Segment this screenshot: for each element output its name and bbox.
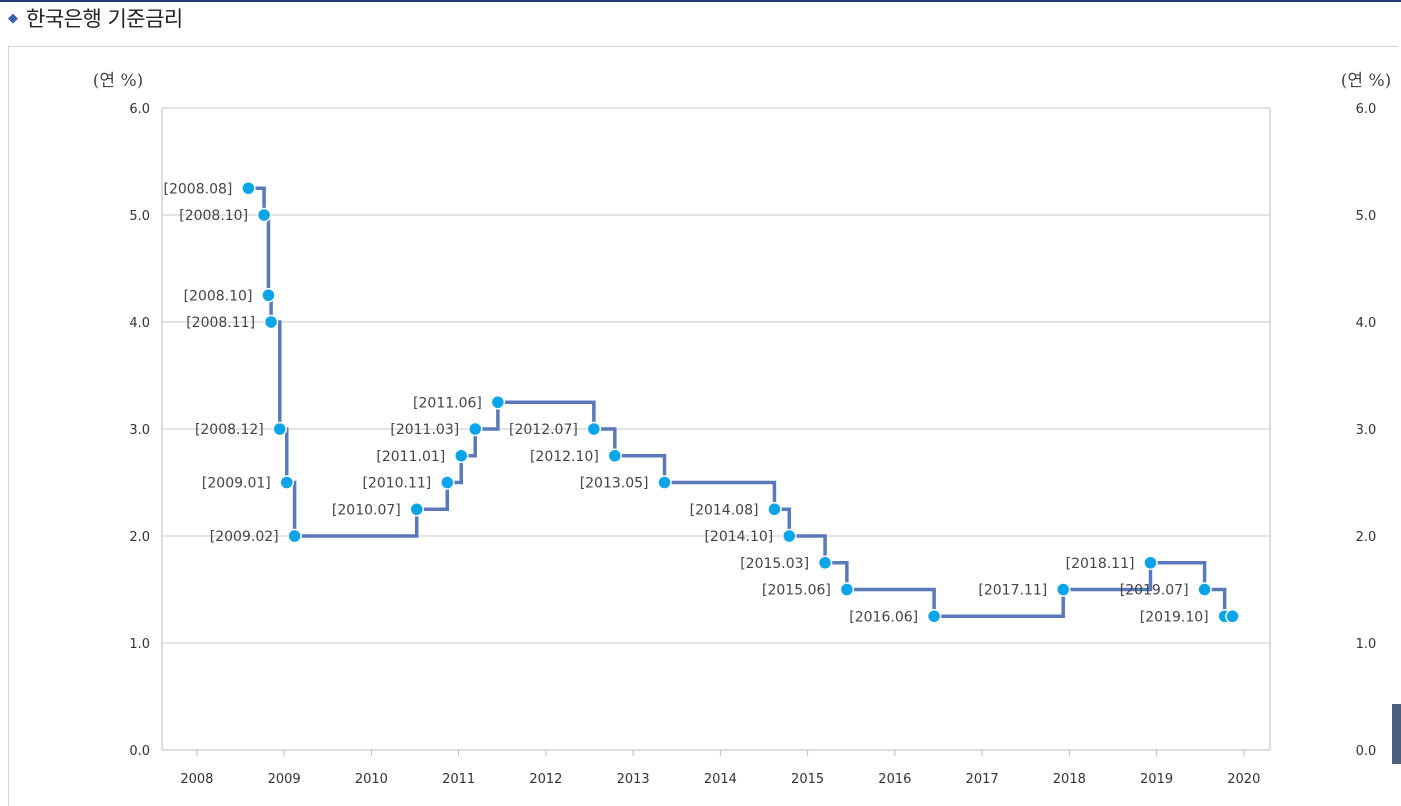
- x-tick-label: 2018: [1053, 772, 1086, 787]
- data-point: [839, 582, 855, 597]
- data-point: [256, 207, 272, 223]
- y-tick-label-left: 6.0: [129, 102, 150, 117]
- top-border: [0, 0, 1401, 2]
- data-point: [782, 528, 797, 544]
- x-tick-label: 2019: [1140, 772, 1173, 787]
- data-point: [607, 448, 623, 463]
- data-label: [2009.02]: [210, 529, 279, 545]
- point-labels: [2008.08] [2008.10] [2008.10] [2008.11] [200…: [164, 181, 1209, 625]
- data-label: [2011.01]: [376, 449, 445, 465]
- data-point: [1197, 582, 1212, 597]
- data-point: [453, 448, 469, 463]
- x-tick-label: 2011: [442, 772, 475, 787]
- y-axis-unit-left: (연 %): [93, 71, 143, 91]
- y-tick-label-right: 5.0: [1356, 209, 1377, 224]
- data-label: [2014.10]: [704, 529, 773, 545]
- data-label: [2014.08]: [690, 502, 759, 518]
- data-label: [2016.06]: [849, 609, 918, 625]
- data-label: [2011.06]: [413, 395, 482, 411]
- data-point: [241, 181, 256, 196]
- x-tick-label: 2012: [529, 772, 562, 787]
- chart-header: ◆ 한국은행 기준금리: [8, 4, 183, 32]
- y-tick-label-left: 3.0: [129, 423, 150, 438]
- data-label: [2015.03]: [740, 556, 809, 572]
- page-title: 한국은행 기준금리: [26, 7, 183, 31]
- data-point: [279, 475, 295, 490]
- data-point: [767, 502, 782, 517]
- data-label: [2017.11]: [978, 583, 1047, 599]
- data-label: [2008.10]: [184, 288, 253, 304]
- data-point: [1143, 555, 1158, 570]
- series-line: [248, 186, 1233, 618]
- data-label: [2019.07]: [1120, 583, 1189, 599]
- data-point: [926, 609, 942, 624]
- data-point: [586, 421, 602, 437]
- data-point: [657, 475, 672, 490]
- data-point: [272, 421, 288, 437]
- x-tick-label: 2020: [1227, 772, 1260, 787]
- data-label: [2011.03]: [390, 422, 459, 438]
- y-tick-label-left: 1.0: [129, 637, 150, 652]
- data-point: [467, 421, 483, 437]
- x-tick-label: 2015: [791, 772, 824, 787]
- x-tick-label: 2008: [180, 772, 213, 787]
- y-tick-label-right: 2.0: [1356, 530, 1377, 545]
- data-label: [2013.05]: [580, 476, 649, 492]
- data-point: [409, 502, 425, 517]
- data-point: [440, 475, 455, 490]
- data-label: [2008.12]: [195, 422, 264, 438]
- x-tick-label: 2009: [268, 772, 301, 787]
- y-tick-label-right: 3.0: [1356, 423, 1377, 438]
- rate-chart: 0.0 0.0 1.0 1.0 2.0 2.0 3.0 3.0 4.0 4.0 5.0 5.0 6.0 6…: [93, 71, 1391, 787]
- data-label: [2008.10]: [179, 208, 248, 224]
- x-tick-label: 2014: [704, 772, 737, 787]
- data-label: [2019.10]: [1140, 609, 1209, 625]
- diamond-icon: ◆: [8, 10, 18, 26]
- data-label: [2010.07]: [332, 502, 401, 518]
- y-tick-label-left: 4.0: [129, 316, 150, 331]
- x-tick-label: 2017: [966, 772, 999, 787]
- data-point: [1055, 582, 1071, 597]
- data-label: [2008.11]: [186, 315, 255, 331]
- y-tick-label-left: 2.0: [129, 530, 150, 545]
- data-point: [1225, 609, 1240, 624]
- data-point: [287, 528, 302, 544]
- data-label: [2009.01]: [202, 476, 271, 492]
- grid: [162, 107, 1270, 751]
- x-tick-label: 2016: [878, 772, 911, 787]
- data-points: [241, 181, 1240, 624]
- scrollbar-thumb[interactable]: [1392, 704, 1401, 764]
- y-tick-label-right: 1.0: [1356, 637, 1377, 652]
- y-tick-label-left: 5.0: [129, 209, 150, 224]
- y-axis-unit-right: (연 %): [1341, 71, 1391, 91]
- data-label: [2018.11]: [1066, 556, 1135, 572]
- y-tick-label-right: 4.0: [1356, 316, 1377, 331]
- data-label: [2010.11]: [362, 476, 431, 492]
- axes: 0.0 0.0 1.0 1.0 2.0 2.0 3.0 3.0 4.0 4.0 5.0 5.0 6.0 6…: [129, 102, 1376, 787]
- y-tick-label-left: 0.0: [129, 744, 150, 759]
- data-point: [817, 555, 833, 570]
- data-label: [2012.07]: [509, 422, 578, 438]
- data-label: [2008.08]: [164, 181, 233, 197]
- x-tick-label: 2013: [617, 772, 650, 787]
- y-tick-label-right: 6.0: [1356, 102, 1377, 117]
- data-label: [2015.06]: [762, 583, 831, 599]
- y-tick-label-right: 0.0: [1356, 744, 1377, 759]
- series-step-path: [248, 186, 1233, 618]
- data-point: [261, 288, 276, 303]
- data-point: [490, 395, 506, 410]
- data-label: [2012.10]: [530, 449, 599, 465]
- chart-panel: [8, 46, 1398, 806]
- x-tick-label: 2010: [355, 772, 388, 787]
- data-point: [263, 314, 279, 330]
